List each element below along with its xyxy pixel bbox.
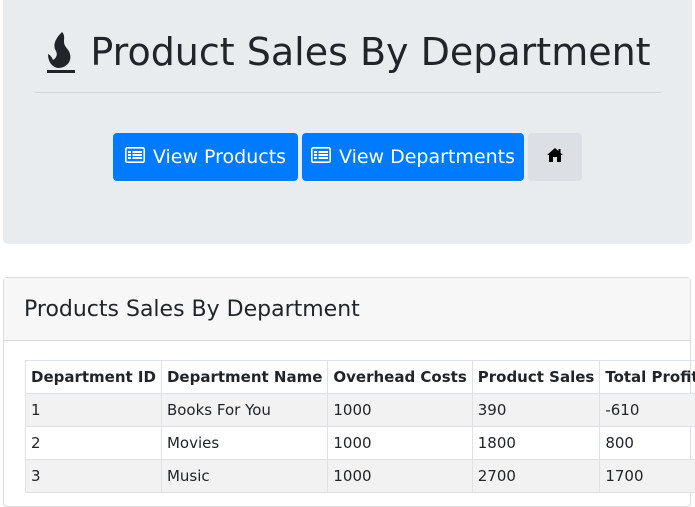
table-cell: Books For You — [161, 394, 327, 427]
home-button[interactable] — [528, 133, 582, 181]
table-cell: Music — [161, 460, 327, 493]
table-row: 3 Music 1000 2700 1700 — [26, 460, 695, 493]
jumbotron: Product Sales By Department View Product… — [3, 0, 692, 244]
column-header: Department ID — [26, 361, 162, 394]
view-departments-label: View Departments — [339, 146, 515, 168]
table-cell: -610 — [600, 394, 695, 427]
column-header: Overhead Costs — [328, 361, 472, 394]
flame-icon — [44, 30, 78, 74]
table-cell: 1000 — [328, 460, 472, 493]
view-products-label: View Products — [153, 146, 286, 168]
table-cell: 1700 — [600, 460, 695, 493]
column-header: Department Name — [161, 361, 327, 394]
table-cell: 3 — [26, 460, 162, 493]
column-header: Total Profit — [600, 361, 695, 394]
table-cell: 1 — [26, 394, 162, 427]
table-header-row: Department ID Department Name Overhead C… — [26, 361, 695, 394]
nav-buttons: View Products View Departments — [3, 133, 692, 181]
table-cell: Movies — [161, 427, 327, 460]
table-cell: 2 — [26, 427, 162, 460]
table-cell: 1000 — [328, 427, 472, 460]
list-icon — [125, 146, 145, 168]
table-cell: 390 — [472, 394, 600, 427]
sales-table: Department ID Department Name Overhead C… — [25, 360, 695, 493]
table-row: 1 Books For You 1000 390 -610 — [26, 394, 695, 427]
table-cell: 1800 — [472, 427, 600, 460]
table-row: 2 Movies 1000 1800 800 — [26, 427, 695, 460]
sales-panel: Products Sales By Department Department … — [3, 277, 691, 507]
column-header: Product Sales — [472, 361, 600, 394]
home-icon — [546, 146, 564, 168]
view-products-button[interactable]: View Products — [113, 133, 298, 181]
page-title: Product Sales By Department — [3, 30, 692, 74]
table-cell: 1000 — [328, 394, 472, 427]
table-cell: 2700 — [472, 460, 600, 493]
list-icon — [311, 146, 331, 168]
page-title-text: Product Sales By Department — [90, 30, 650, 74]
view-departments-button[interactable]: View Departments — [302, 133, 524, 181]
panel-header: Products Sales By Department — [4, 278, 690, 341]
title-divider — [35, 92, 661, 93]
table-cell: 800 — [600, 427, 695, 460]
